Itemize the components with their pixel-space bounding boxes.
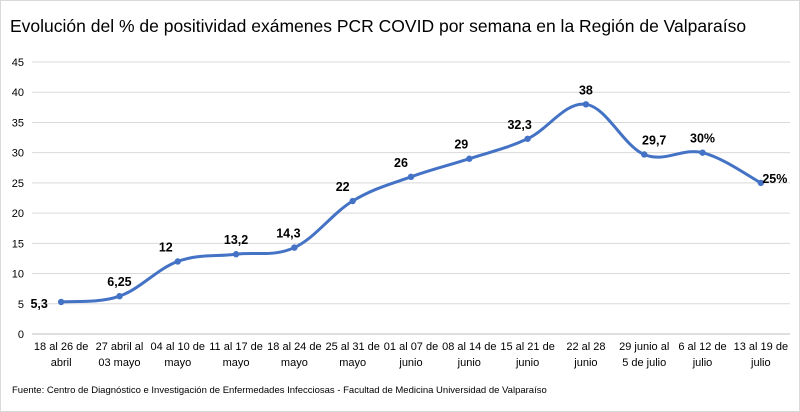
x-tick-label: 15 al 21 de junio	[500, 341, 554, 369]
data-label: 12	[159, 240, 173, 254]
y-tick-label: 10	[12, 269, 24, 281]
data-point	[524, 135, 531, 142]
data-point	[466, 155, 473, 162]
x-tick-label: 18 al 26 de abril	[34, 341, 88, 369]
y-tick-label: 40	[12, 87, 24, 99]
y-tick-label: 15	[12, 238, 24, 250]
data-point	[641, 151, 648, 158]
data-point	[116, 293, 123, 300]
data-label: 26	[394, 156, 408, 170]
x-tick-label: 08 al 14 de junio	[442, 341, 496, 369]
y-tick-label: 25	[12, 178, 24, 190]
x-tick-label: 27 abril al 03 mayo	[96, 341, 144, 369]
y-tick-label: 30	[12, 148, 24, 160]
data-point	[407, 173, 415, 181]
x-tick-label: 25 al 31 de mayo	[325, 341, 379, 369]
data-label: 22	[336, 180, 350, 194]
data-point	[174, 258, 181, 265]
data-label: 25%	[762, 172, 787, 186]
y-tick-label: 20	[12, 208, 24, 220]
data-label: 6,25	[107, 275, 131, 289]
y-tick-label: 45	[12, 57, 24, 69]
y-tick-label: 5	[18, 299, 24, 311]
y-tick-label: 0	[18, 329, 24, 341]
x-tick-label: 13 al 19 de julio	[734, 341, 788, 369]
data-point	[582, 101, 590, 108]
data-point	[232, 251, 240, 258]
data-point	[349, 197, 356, 205]
y-tick-label: 35	[12, 117, 24, 129]
data-point	[57, 298, 65, 306]
data-label: 5,3	[30, 297, 47, 311]
x-tick-label: 6 al 12 de julio	[678, 341, 726, 369]
data-label: 38	[579, 83, 593, 97]
chart-title: Evolución del % de positividad exámenes …	[10, 16, 747, 36]
data-label: 13,2	[224, 233, 248, 247]
x-tick-label: 22 al 28 junio	[566, 341, 605, 369]
data-label: 30%	[690, 132, 715, 146]
data-label: 14,3	[276, 227, 300, 241]
data-label: 32,3	[507, 118, 531, 132]
data-point	[757, 179, 765, 187]
data-point	[291, 244, 298, 251]
x-tick-label: 11 al 17 de mayo	[209, 341, 263, 369]
source-note: Fuente: Centro de Diagnóstico e Investig…	[12, 385, 547, 396]
data-label: 29,7	[642, 133, 666, 147]
x-tick-label: 29 junio al 5 de julio	[619, 341, 669, 369]
data-label: 29	[454, 138, 468, 152]
x-tick-label: 01 al 07 de junio	[384, 341, 438, 369]
x-tick-label: 18 al 24 de mayo	[267, 341, 321, 369]
x-tick-label: 04 al 10 de mayo	[151, 341, 205, 369]
data-point	[699, 149, 706, 156]
